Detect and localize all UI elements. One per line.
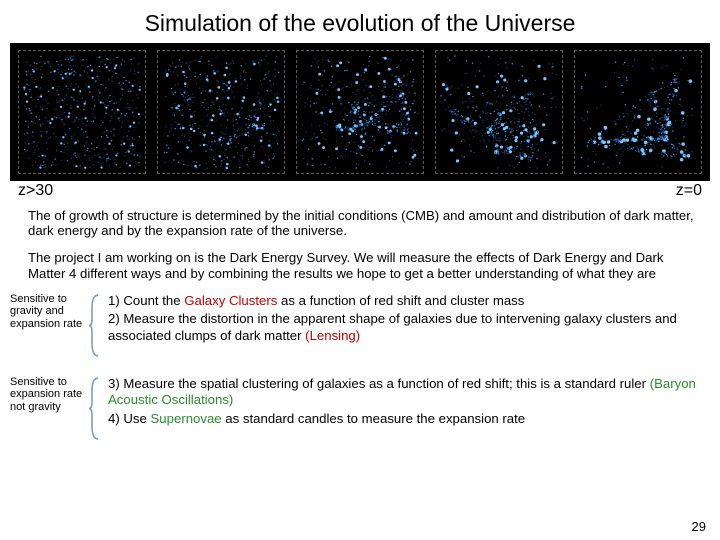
redshift-labels: z>30 z=0 <box>10 181 710 206</box>
group2-label: Sensitive to expansion rate not gravity <box>10 376 88 414</box>
simulation-strip <box>10 43 710 181</box>
paragraph-2: The project I am working on is the Dark … <box>0 248 720 284</box>
method-4: 4) Use Supernovae as standard candles to… <box>108 411 700 428</box>
sim-panel-4 <box>574 50 702 174</box>
page-title: Simulation of the evolution of the Unive… <box>0 0 720 43</box>
method-group-1: Sensitive to gravity and expansion rate … <box>10 293 700 358</box>
paragraph-1: The of growth of structure is determined… <box>0 206 720 242</box>
method-1: 1) Count the Galaxy Clusters as a functi… <box>108 293 700 310</box>
methods-section: Sensitive to gravity and expansion rate … <box>0 285 720 441</box>
sim-panel-2 <box>296 50 424 174</box>
sim-panel-1 <box>157 50 285 174</box>
method-2: 2) Measure the distortion in the apparen… <box>108 311 700 344</box>
sim-panel-0 <box>18 50 146 174</box>
method-group-2: Sensitive to expansion rate not gravity … <box>10 376 700 441</box>
group1-label: Sensitive to gravity and expansion rate <box>10 293 88 331</box>
bracket-icon <box>88 293 100 358</box>
method-3: 3) Measure the spatial clustering of gal… <box>108 376 700 409</box>
sim-panel-3 <box>435 50 563 174</box>
z-left-label: z>30 <box>18 182 53 200</box>
bracket-icon <box>88 376 100 441</box>
group2-list: 3) Measure the spatial clustering of gal… <box>108 376 700 430</box>
z-right-label: z=0 <box>676 182 702 200</box>
page-number: 29 <box>692 519 706 534</box>
group1-list: 1) Count the Galaxy Clusters as a functi… <box>108 293 700 347</box>
